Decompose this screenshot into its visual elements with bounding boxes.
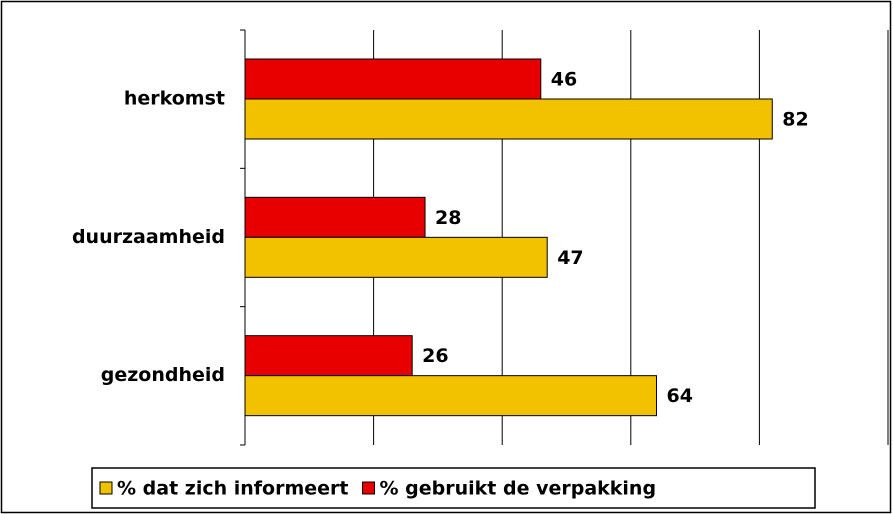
data-label: 26 bbox=[422, 345, 448, 367]
y-tick-label: herkomst bbox=[124, 88, 225, 110]
y-tick-label: gezondheid bbox=[101, 364, 225, 386]
bar bbox=[244, 58, 542, 100]
data-label: 46 bbox=[551, 69, 577, 91]
legend-box bbox=[91, 467, 816, 509]
legend-label: % dat zich informeert bbox=[117, 478, 349, 500]
data-label: 64 bbox=[667, 385, 693, 407]
data-label: 47 bbox=[557, 247, 583, 269]
bar bbox=[244, 236, 548, 278]
data-label: 82 bbox=[782, 109, 808, 131]
bar bbox=[244, 196, 426, 238]
y-tick-label: duurzaamheid bbox=[72, 226, 225, 248]
legend-label: % gebruikt de verpakking bbox=[380, 478, 657, 500]
data-label: 28 bbox=[435, 207, 461, 229]
legend-swatch bbox=[362, 481, 375, 495]
bar bbox=[244, 335, 413, 377]
bar bbox=[244, 98, 773, 140]
bar bbox=[244, 375, 658, 417]
legend-swatch bbox=[99, 481, 113, 495]
